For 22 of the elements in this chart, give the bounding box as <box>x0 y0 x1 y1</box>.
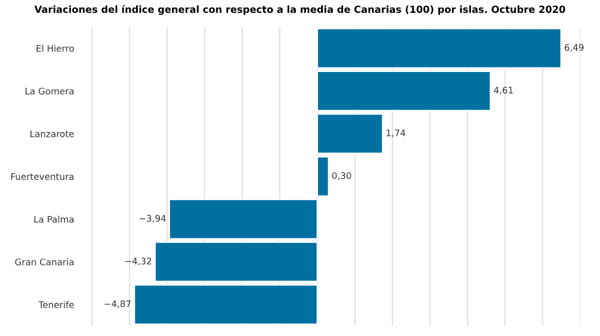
data-label: 1,74 <box>386 130 406 138</box>
data-label: 0,30 <box>332 172 352 180</box>
data-label: −4,87 <box>104 300 131 308</box>
data-label: −4,32 <box>125 258 152 266</box>
y-tick-label: Gran Canaria <box>15 258 74 266</box>
data-label: −3,94 <box>140 214 166 223</box>
chart-title: Variaciones del índice general con respecto a la media de Canarias (100) por islas. Octubre 2020 <box>34 5 566 15</box>
y-tick-label: Tenerife <box>38 301 74 308</box>
bar <box>168 198 318 240</box>
y-tick-label: Fuerteventura <box>11 173 74 180</box>
bar <box>316 28 562 69</box>
bar <box>154 241 318 282</box>
data-label: 6,49 <box>564 44 584 52</box>
y-tick-label: La Palma <box>34 216 74 223</box>
y-tick-label: El Hierro <box>36 44 74 52</box>
y-tick-label: Lanzarote <box>30 130 74 138</box>
data-label: 4,61 <box>494 86 513 94</box>
bar <box>316 113 384 154</box>
bar <box>316 156 330 197</box>
bar <box>134 284 318 325</box>
y-tick-label: La Gomera <box>26 88 74 95</box>
bar <box>316 70 492 112</box>
